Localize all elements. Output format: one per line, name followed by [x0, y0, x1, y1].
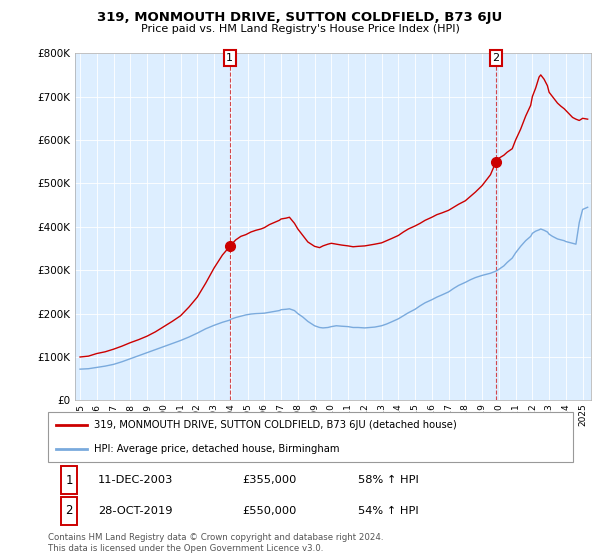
Text: 54% ↑ HPI: 54% ↑ HPI [358, 506, 419, 516]
Text: 2: 2 [493, 53, 500, 63]
FancyBboxPatch shape [48, 412, 573, 462]
Text: 2: 2 [65, 505, 73, 517]
Text: £355,000: £355,000 [242, 475, 296, 485]
Text: £550,000: £550,000 [242, 506, 296, 516]
Text: 28-OCT-2019: 28-OCT-2019 [98, 506, 172, 516]
Text: 1: 1 [65, 474, 73, 487]
Text: Price paid vs. HM Land Registry's House Price Index (HPI): Price paid vs. HM Land Registry's House … [140, 24, 460, 34]
Text: 58% ↑ HPI: 58% ↑ HPI [358, 475, 419, 485]
Text: 11-DEC-2003: 11-DEC-2003 [98, 475, 173, 485]
Text: 319, MONMOUTH DRIVE, SUTTON COLDFIELD, B73 6JU (detached house): 319, MONMOUTH DRIVE, SUTTON COLDFIELD, B… [94, 420, 457, 430]
Text: Contains HM Land Registry data © Crown copyright and database right 2024.
This d: Contains HM Land Registry data © Crown c… [48, 533, 383, 553]
Text: 1: 1 [226, 53, 233, 63]
FancyBboxPatch shape [61, 497, 77, 525]
FancyBboxPatch shape [61, 466, 77, 494]
Text: HPI: Average price, detached house, Birmingham: HPI: Average price, detached house, Birm… [94, 445, 340, 454]
Text: 319, MONMOUTH DRIVE, SUTTON COLDFIELD, B73 6JU: 319, MONMOUTH DRIVE, SUTTON COLDFIELD, B… [97, 11, 503, 24]
